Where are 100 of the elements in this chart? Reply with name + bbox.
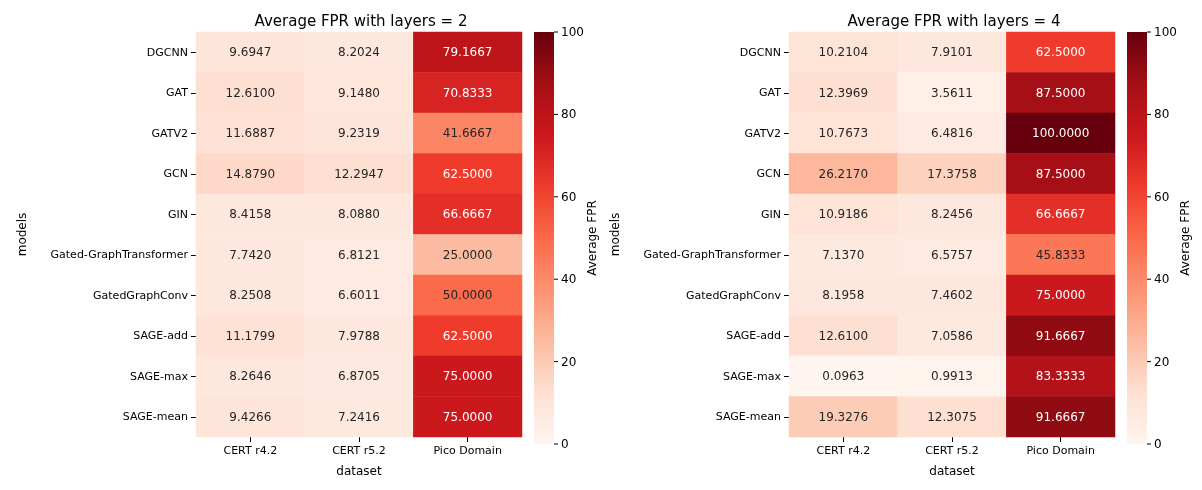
y-tick-label: SAGE-max [723,369,782,383]
x-tick-label: CERT r5.2 [925,444,979,457]
data-label: 17.3758 [927,166,977,181]
data-label: 10.7673 [818,126,869,141]
data-label: 75.0000 [442,369,493,384]
y-tick-label: GATV2 [744,126,781,140]
y-tick-label: GatedGraphConv [93,288,189,302]
data-label: 62.5000 [442,328,493,343]
data-label: 87.5000 [1035,166,1086,181]
data-label: 7.4602 [931,288,973,303]
data-label: 7.9788 [338,328,380,343]
data-label: 25.0000 [442,247,493,262]
data-label: 7.9101 [931,45,973,60]
y-tick-label: SAGE-max [130,369,189,383]
data-label: 19.3276 [818,409,869,424]
data-label: 45.8333 [1035,247,1086,262]
data-label: 0.9913 [931,369,973,384]
y-tick-label: GatedGraphConv [686,288,782,302]
y-tick-label: DGCNN [739,45,781,59]
data-label: 11.6887 [225,126,276,141]
data-label: 3.5611 [931,85,973,100]
data-label: 8.2646 [229,369,272,384]
x-tick-label: CERT r4.2 [223,444,278,457]
data-label: 8.4158 [229,207,272,222]
data-label: 9.2319 [338,126,380,141]
color-bar-label: 100 [561,25,584,39]
data-label: 62.5000 [442,166,493,181]
data-label: 70.8333 [442,85,493,100]
y-tick-label: GCN [756,167,781,181]
data-label: 12.3969 [818,85,869,100]
data-label: 50.0000 [442,288,493,303]
data-label: 11.1799 [225,328,276,343]
data-label: 41.6667 [442,126,493,141]
data-label: 75.0000 [1035,288,1086,303]
color-bar-title: Average FPR [1178,200,1192,276]
data-label: 8.0880 [338,207,380,222]
y-tick-label: SAGE-add [133,329,188,343]
x-tick-label: Pico Domain [433,444,502,457]
color-bar-label: 20 [1154,354,1170,369]
color-bar-label: 0 [561,437,569,451]
y-axis-title: models [608,212,622,257]
data-label: 8.1958 [822,288,865,303]
data-label: 8.2024 [338,45,380,60]
y-tick-label: GCN [163,167,188,181]
y-axis-title: models [15,212,29,257]
data-label: 7.7420 [229,247,272,262]
color-bar-label: 40 [1154,272,1170,287]
color-bar-label: 80 [1154,107,1170,122]
y-tick-label: Gated-GraphTransformer [50,248,189,262]
data-label: 62.5000 [1035,45,1086,60]
data-label: 8.2456 [931,207,973,222]
data-label: 6.8705 [338,369,380,384]
color-bar-label: 20 [561,354,577,369]
data-label: 83.3333 [1035,369,1086,384]
data-label: 6.6011 [338,288,380,303]
data-label: 26.2170 [818,166,869,181]
data-label: 75.0000 [442,409,493,424]
y-tick-label: SAGE-mean [715,410,782,424]
data-label: 0.0963 [822,369,865,384]
y-tick-label: GAT [166,86,189,100]
data-label: 6.8121 [338,247,380,262]
data-label: 12.3075 [927,409,977,424]
y-tick-label: GIN [168,207,188,221]
data-label: 66.6667 [442,207,493,222]
data-label: 9.1480 [338,85,380,100]
data-label: 7.0586 [931,328,973,343]
color-bar-label: 40 [561,272,577,287]
data-label: 9.4266 [229,409,272,424]
data-label: 66.6667 [1035,207,1086,222]
data-label: 87.5000 [1035,85,1086,100]
color-bar-label: 100 [1154,25,1177,39]
color-bar-label: 60 [1154,189,1170,204]
data-label: 10.2104 [818,45,869,60]
data-label: 9.6947 [229,45,272,60]
data-label: 91.6667 [1035,328,1086,343]
data-label: 7.1370 [822,247,865,262]
x-axis-title: dataset [929,464,975,478]
data-label: 8.2508 [229,288,272,303]
x-axis-title: dataset [336,464,382,478]
color-bar-label: 60 [561,189,577,204]
y-tick-label: GATV2 [151,126,188,140]
data-label: 12.6100 [225,85,276,100]
color-bar-label: 0 [1154,437,1162,451]
data-label: 10.9186 [818,207,869,222]
data-label: 14.8790 [225,166,276,181]
x-tick-label: Pico Domain [1026,444,1095,457]
y-tick-label: SAGE-add [726,329,781,343]
chart-title: Average FPR with layers = 2 [254,11,468,30]
y-tick-label: SAGE-mean [122,410,189,424]
y-tick-label: DGCNN [146,45,188,59]
x-tick-label: CERT r4.2 [816,444,871,457]
color-bar-title: Average FPR [585,200,599,276]
data-label: 79.1667 [442,45,493,60]
chart-title: Average FPR with layers = 4 [847,11,1061,30]
data-label: 12.6100 [818,328,869,343]
data-label: 6.4816 [931,126,973,141]
data-label: 91.6667 [1035,409,1086,424]
data-label: 7.2416 [338,409,380,424]
data-label: 6.5757 [931,247,973,262]
data-label: 12.2947 [334,166,384,181]
